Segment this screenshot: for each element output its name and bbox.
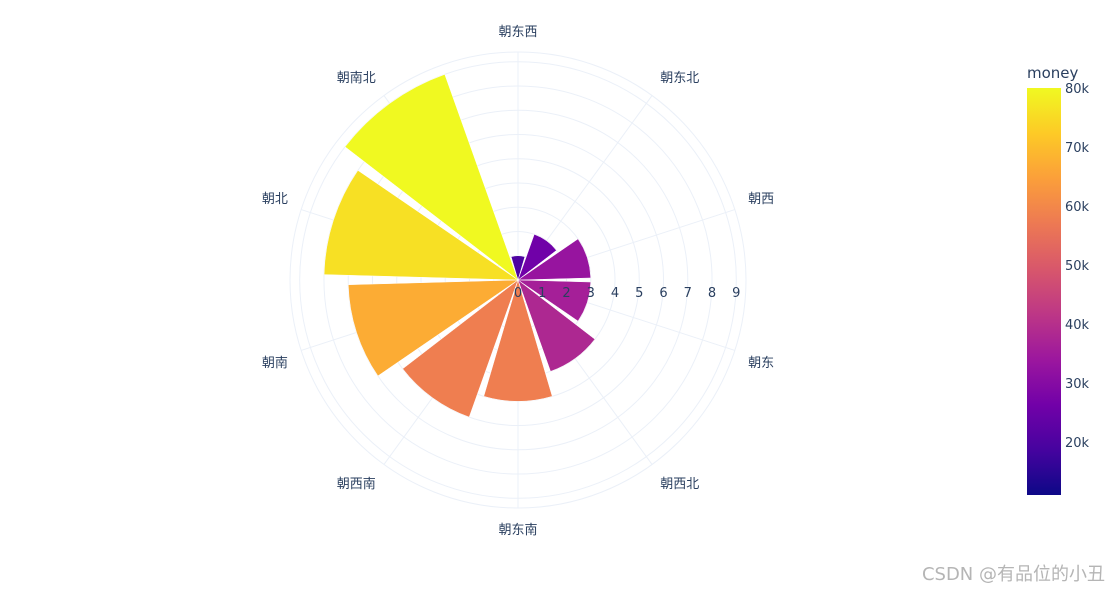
colorbar-tick-label: 60k [1065, 200, 1090, 215]
bar-朝西南[interactable] [402, 279, 519, 418]
bar-朝西[interactable] [517, 238, 591, 281]
colorbar-tick-label: 80k [1065, 82, 1090, 97]
angular-label-朝南: 朝南 [262, 355, 288, 371]
bar-朝南[interactable] [348, 279, 519, 377]
radial-tick-label: 7 [684, 286, 692, 301]
radial-tick-label: 1 [538, 286, 546, 301]
bar-朝西北[interactable] [517, 279, 596, 372]
radial-tick-label: 3 [587, 286, 595, 301]
radial-tick-label: 6 [659, 286, 667, 301]
angular-label-朝南北: 朝南北 [337, 70, 376, 86]
angular-label-朝东南: 朝东南 [498, 522, 537, 538]
colorbar-tick-label: 20k [1065, 436, 1090, 451]
radial-tick-label: 4 [611, 286, 619, 301]
angular-label-朝西北: 朝西北 [660, 477, 699, 492]
colorbar-gradient [1027, 88, 1061, 495]
radial-tick-label: 5 [635, 286, 643, 301]
bar-朝南北[interactable] [344, 74, 519, 281]
bar-朝东北[interactable] [517, 233, 557, 281]
radial-tick-label: 0 [514, 286, 522, 301]
colorbar-tick-label: 50k [1065, 259, 1090, 274]
angular-label-朝东西: 朝东西 [498, 25, 537, 40]
bar-朝北[interactable] [323, 170, 519, 281]
angular-label-朝西: 朝西 [748, 192, 774, 207]
colorbar-tick-label: 40k [1065, 318, 1090, 333]
colorbar: money 20k 30k 40k 50k 60k 70k 80k [1027, 64, 1090, 495]
colorbar-title: money [1027, 64, 1079, 82]
polar-bars [323, 74, 596, 418]
angular-label-朝东北: 朝东北 [660, 71, 699, 86]
radial-tick-label: 2 [562, 286, 570, 301]
bar-朝东西[interactable] [510, 255, 526, 281]
colorbar-tick-label: 70k [1065, 141, 1090, 156]
colorbar-tick-label: 30k [1065, 377, 1090, 392]
angular-label-朝东: 朝东 [748, 356, 774, 371]
angular-label-朝北: 朝北 [262, 192, 288, 207]
watermark: CSDN @有品位的小丑 [921, 564, 1105, 585]
bar-朝东南[interactable] [483, 279, 553, 402]
radial-tick-label: 8 [708, 286, 716, 301]
bar-朝东[interactable] [517, 279, 591, 322]
radial-tick-label: 9 [732, 286, 740, 301]
angular-label-朝西南: 朝西南 [337, 476, 376, 492]
